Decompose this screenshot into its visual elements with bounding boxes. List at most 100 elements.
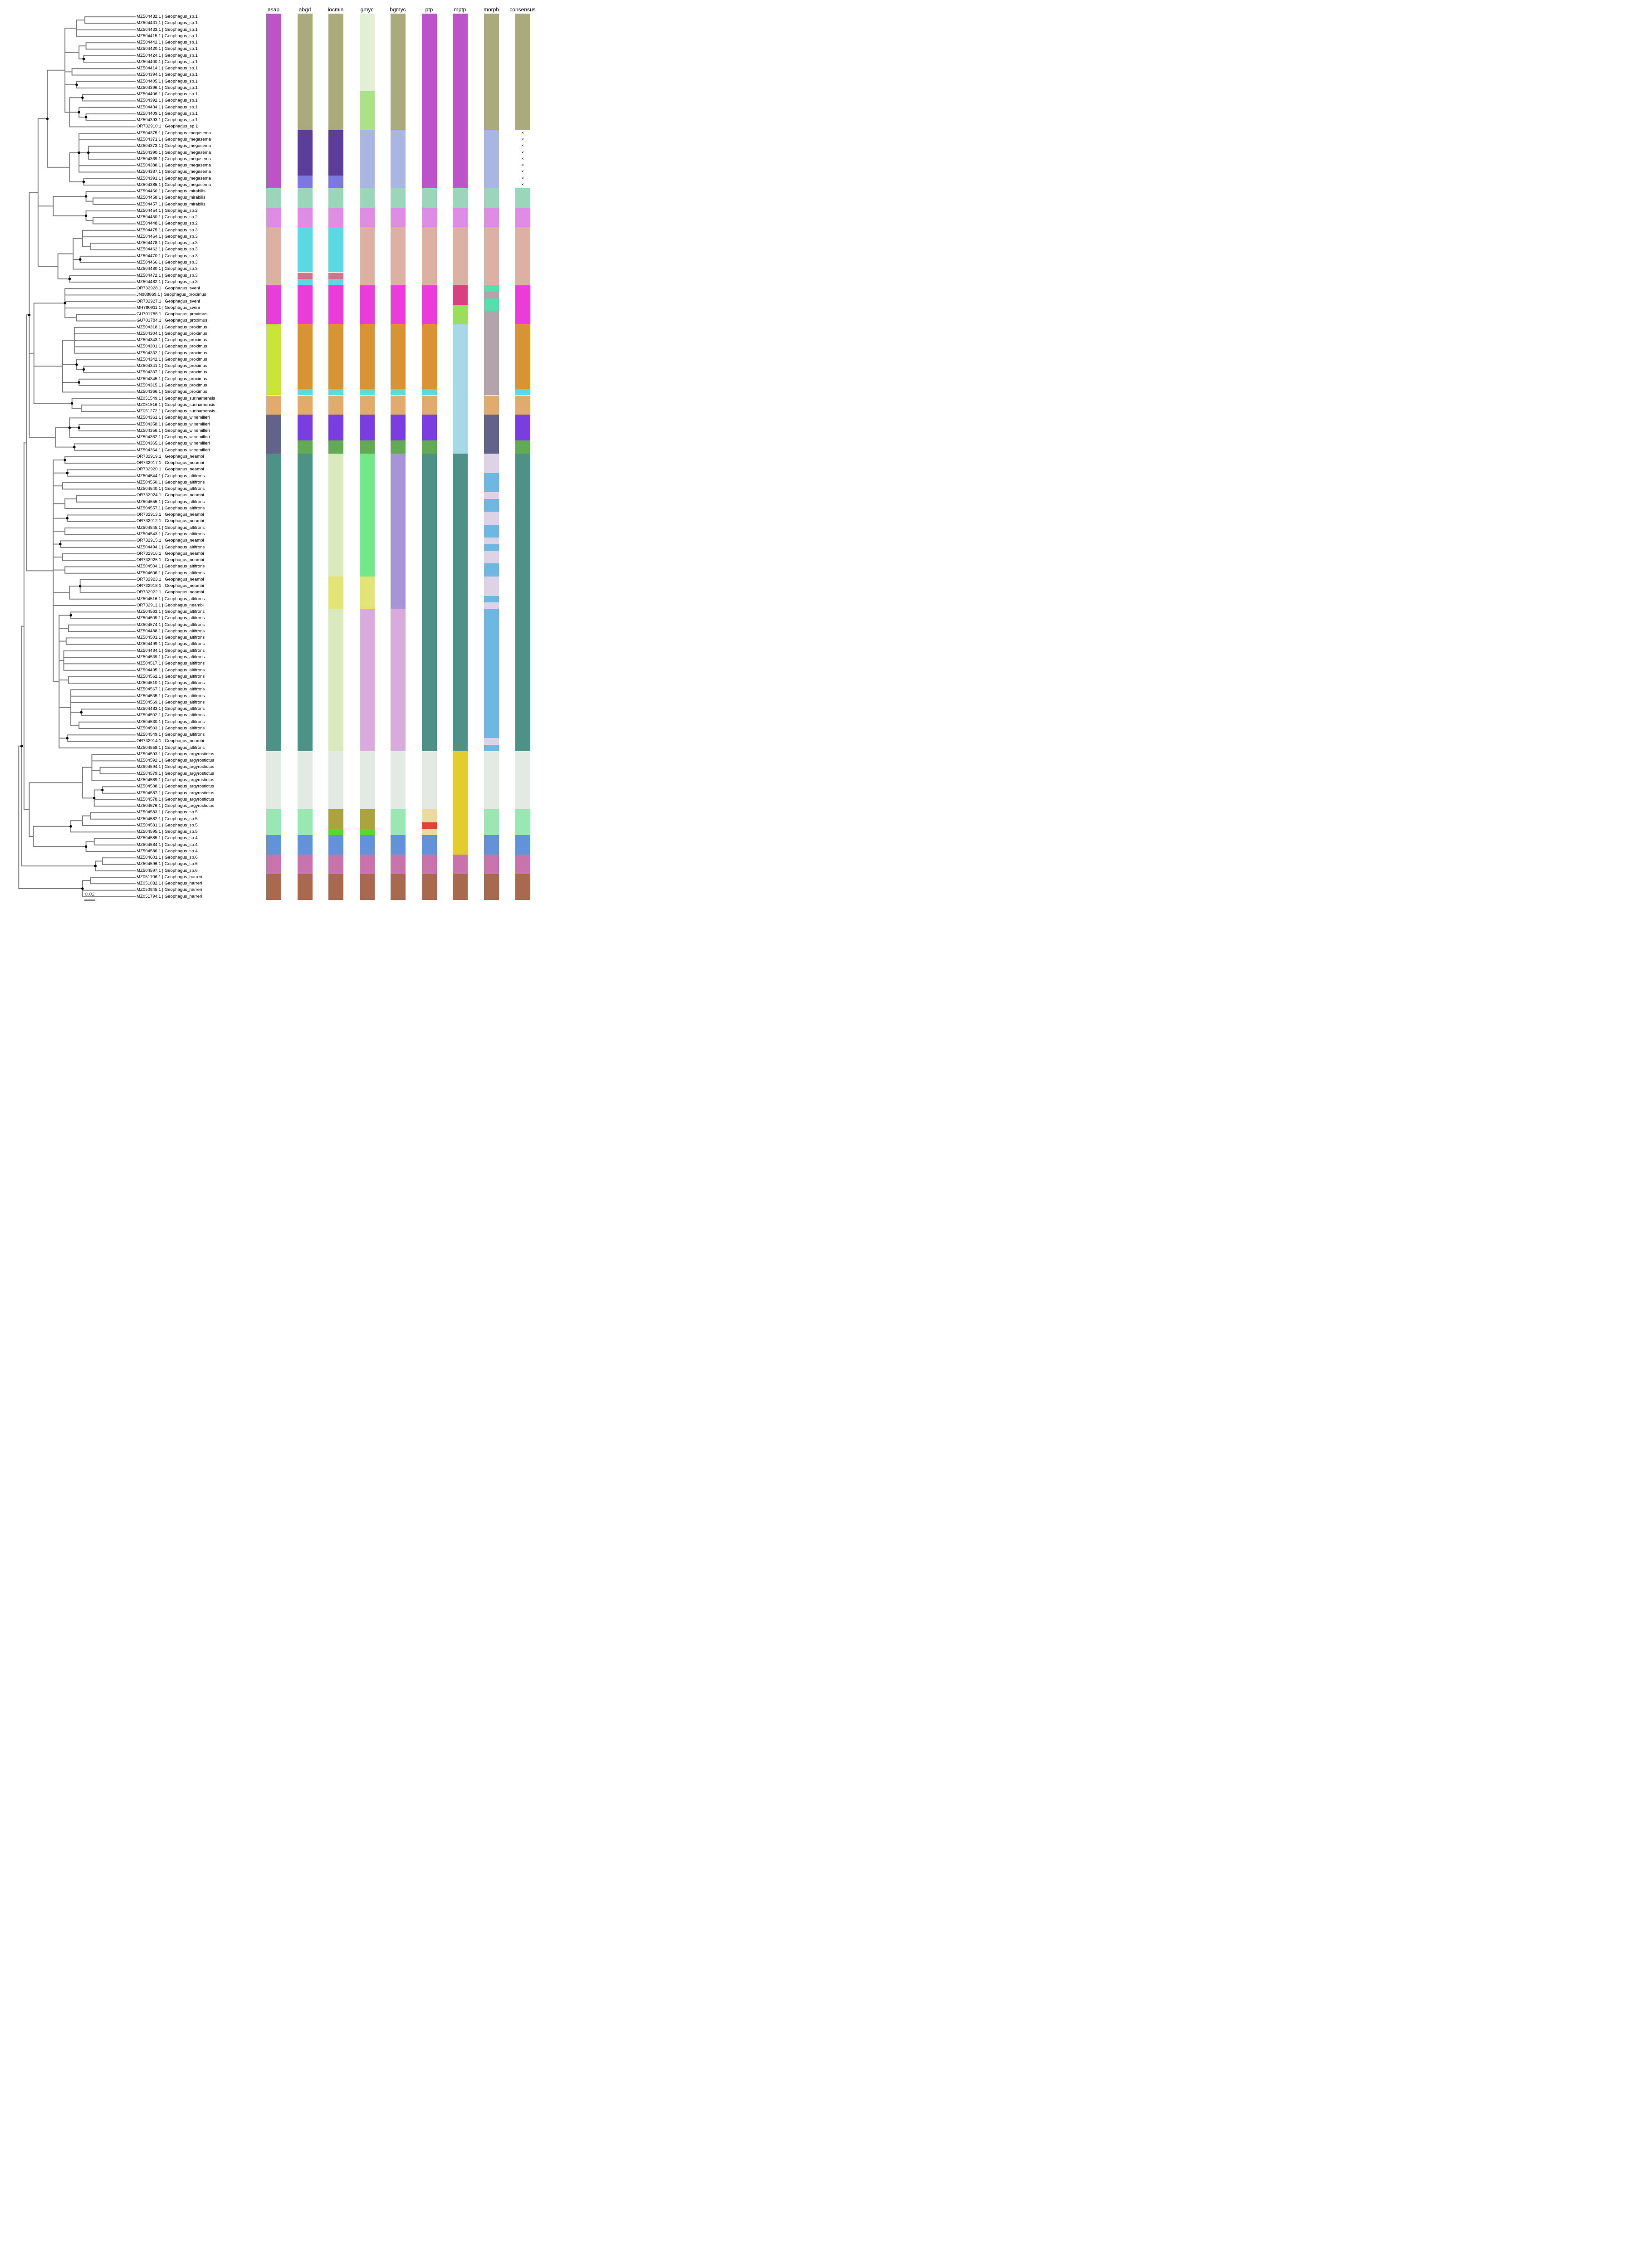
tip-label: MZ504584.1 | Geophagus_sp.4 bbox=[137, 842, 198, 847]
tip-label: MZ504579.1 | Geophagus_argyrostictus bbox=[137, 771, 215, 776]
missing-cross-icon: × bbox=[521, 169, 524, 175]
ptp-segment-rows-60-62 bbox=[421, 395, 437, 415]
support-node-dot bbox=[82, 181, 85, 183]
ptp-segment-rows-67-68 bbox=[421, 440, 437, 454]
tip-label: MZ504482.1 | Geophagus_sp.3 bbox=[137, 279, 198, 284]
tip-label: MZ504495.1 | Geophagus_altifrons bbox=[137, 667, 205, 673]
missing-cross-icon: × bbox=[521, 143, 524, 149]
tip-label: MZ504606.1 | Geophagus_altifrons bbox=[137, 570, 205, 576]
asap-segment-rows-28-30 bbox=[266, 188, 281, 208]
scale-bar-line bbox=[84, 899, 95, 901]
tip-label: MZ504396.1 | Geophagus_sp.1 bbox=[137, 85, 198, 90]
tip-label: OR732912.1 | Geophagus_neambi bbox=[137, 518, 204, 524]
abgd-segment-rows-128-130 bbox=[297, 835, 313, 855]
tip-label: OR732911.1 | Geophagus_neambi bbox=[137, 602, 204, 608]
column-header-ptp: ptp bbox=[425, 6, 433, 13]
tip-label: MZ504510.1 | Geophagus_altifrons bbox=[137, 680, 205, 686]
tip-label: MZ504562.1 | Geophagus_altifrons bbox=[137, 674, 205, 679]
tip-label: MZ051032.1 | Geophagus_harreri bbox=[137, 881, 202, 886]
support-node-dot bbox=[68, 426, 71, 429]
tip-label: MZ504509.1 | Geophagus_altifrons bbox=[137, 616, 205, 621]
phylogeny-delimitation-figure: asap abgd locmin gmyc bgmyc ptp mptp morph conse… bbox=[0, 0, 544, 907]
tip-label: MZ051794.1 | Geophagus_harreri bbox=[137, 894, 202, 899]
bgmyc-segment-rows-124-127 bbox=[390, 809, 406, 836]
mptp-segment-rows-69-114 bbox=[452, 453, 468, 751]
tip-label: MZ504400.1 | Geophagus_sp.1 bbox=[137, 59, 198, 64]
asap-segment-rows-49-59 bbox=[266, 324, 281, 396]
gmyc-segment-rows-128-130 bbox=[359, 835, 375, 855]
morph-segment-rows-84-85 bbox=[484, 550, 499, 564]
tip-label: OR732917.1 | Geophagus_neambi bbox=[137, 460, 204, 466]
abgd-segment-rows-42-42 bbox=[297, 279, 313, 286]
tip-label: OR732914.1 | Geophagus_neambi bbox=[137, 738, 204, 744]
support-node-dot bbox=[84, 845, 88, 848]
tip-label: MZ504431.1 | Geophagus_sp.1 bbox=[137, 20, 198, 26]
missing-cross-icon: × bbox=[521, 163, 524, 168]
abgd-segment-rows-31-33 bbox=[297, 207, 313, 227]
tip-label: MZ504555.1 | Geophagus_altifrons bbox=[137, 499, 205, 504]
tip-label: MZ504345.1 | Geophagus_proximus bbox=[137, 376, 207, 381]
support-node-dot bbox=[84, 195, 88, 198]
column-header-locmin: locmin bbox=[328, 6, 344, 13]
gmyc-segment-rows-43-48 bbox=[359, 285, 375, 324]
support-node-dot bbox=[46, 117, 49, 120]
locmin-segment-rows-59-59 bbox=[328, 389, 343, 396]
morph-segment-rows-82-82 bbox=[484, 538, 499, 544]
gmyc-segment-rows-59-59 bbox=[359, 389, 375, 396]
tip-label: MZ504343.1 | Geophagus_proximus bbox=[137, 337, 207, 343]
morph-segment-rows-69-71 bbox=[484, 453, 499, 473]
tip-label: MZ504586.1 | Geophagus_sp.4 bbox=[137, 848, 198, 854]
tip-label: MZ504388.1 | Geophagus_megasema bbox=[137, 163, 211, 168]
tip-label: MZ504535.1 | Geophagus_altifrons bbox=[137, 693, 205, 699]
asap-segment-rows-115-123 bbox=[266, 751, 281, 810]
tip-label: MZ504466.1 | Geophagus_sp.3 bbox=[137, 259, 198, 265]
bgmyc-segment-rows-31-33 bbox=[390, 207, 406, 227]
asap-segment-rows-60-62 bbox=[266, 395, 281, 415]
tip-label: MZ504597.1 | Geophagus_sp.6 bbox=[137, 868, 198, 873]
tip-label: MZ504516.1 | Geophagus_altifrons bbox=[137, 596, 205, 601]
tip-label: MZ504480.1 | Geophagus_sp.3 bbox=[137, 266, 198, 272]
ptp-segment-rows-31-33 bbox=[421, 207, 437, 227]
locmin-segment-rows-43-48 bbox=[328, 285, 343, 324]
morph-segment-rows-134-137 bbox=[484, 874, 499, 900]
tip-label: MZ051516.1 | Geophagus_surinamensis bbox=[137, 402, 215, 407]
gmyc-segment-rows-19-27 bbox=[359, 130, 375, 189]
missing-cross-icon: × bbox=[521, 176, 524, 181]
gmyc-segment-rows-127-127 bbox=[359, 829, 375, 836]
mptp-segment-rows-49-68 bbox=[452, 324, 468, 454]
morph-segment-rows-31-33 bbox=[484, 207, 499, 227]
tip-label: OR732910.1 | Geophagus_sp.1 bbox=[137, 124, 198, 129]
gmyc-segment-rows-60-62 bbox=[359, 395, 375, 415]
consensus-segment-rows-67-68 bbox=[515, 440, 530, 454]
locmin-segment-rows-1-18 bbox=[328, 14, 343, 130]
abgd-segment-rows-115-123 bbox=[297, 751, 313, 810]
tip-label: MZ504365.1 | Geophagus_winemilleri bbox=[137, 441, 210, 446]
abgd-segment-rows-63-66 bbox=[297, 415, 313, 441]
locmin-segment-rows-34-40 bbox=[328, 227, 343, 273]
abgd-segment-rows-59-59 bbox=[297, 389, 313, 396]
ptp-segment-rows-34-42 bbox=[421, 227, 437, 286]
tip-label: MZ504581.1 | Geophagus_sp.5 bbox=[137, 822, 198, 828]
asap-segment-rows-1-27 bbox=[266, 14, 281, 189]
tip-label: MZ504478.1 | Geophagus_sp.3 bbox=[137, 240, 198, 246]
locmin-segment-rows-31-33 bbox=[328, 207, 343, 227]
locmin-segment-rows-63-66 bbox=[328, 415, 343, 441]
asap-segment-rows-131-133 bbox=[266, 855, 281, 874]
bgmyc-segment-rows-1-18 bbox=[390, 14, 406, 130]
tip-label: MZ504594.1 | Geophagus_argyrostictus bbox=[137, 764, 215, 770]
gmyc-segment-rows-28-30 bbox=[359, 188, 375, 208]
tip-label: MH780911.1 | Geophagus_sveni bbox=[137, 305, 200, 310]
support-node-dot bbox=[68, 278, 71, 280]
tip-label: MZ504593.1 | Geophagus_argyrostictus bbox=[137, 751, 215, 757]
morph-segment-rows-47-59 bbox=[484, 311, 499, 396]
morph-segment-rows-72-74 bbox=[484, 473, 499, 493]
ptp-segment-rows-28-30 bbox=[421, 188, 437, 208]
tip-label: MZ504587.1 | Geophagus_argyrostictus bbox=[137, 790, 215, 796]
gmyc-segment-rows-49-58 bbox=[359, 324, 375, 389]
tip-label: MZ504588.1 | Geophagus_argyrostictus bbox=[137, 784, 215, 789]
consensus-segment-rows-69-114 bbox=[515, 453, 530, 751]
tip-label: MZ504332.1 | Geophagus_proximus bbox=[137, 350, 207, 356]
bgmyc-segment-rows-60-62 bbox=[390, 395, 406, 415]
tree-branches bbox=[18, 16, 136, 897]
tip-label: MZ504405.1 | Geophagus_sp.1 bbox=[137, 78, 198, 84]
